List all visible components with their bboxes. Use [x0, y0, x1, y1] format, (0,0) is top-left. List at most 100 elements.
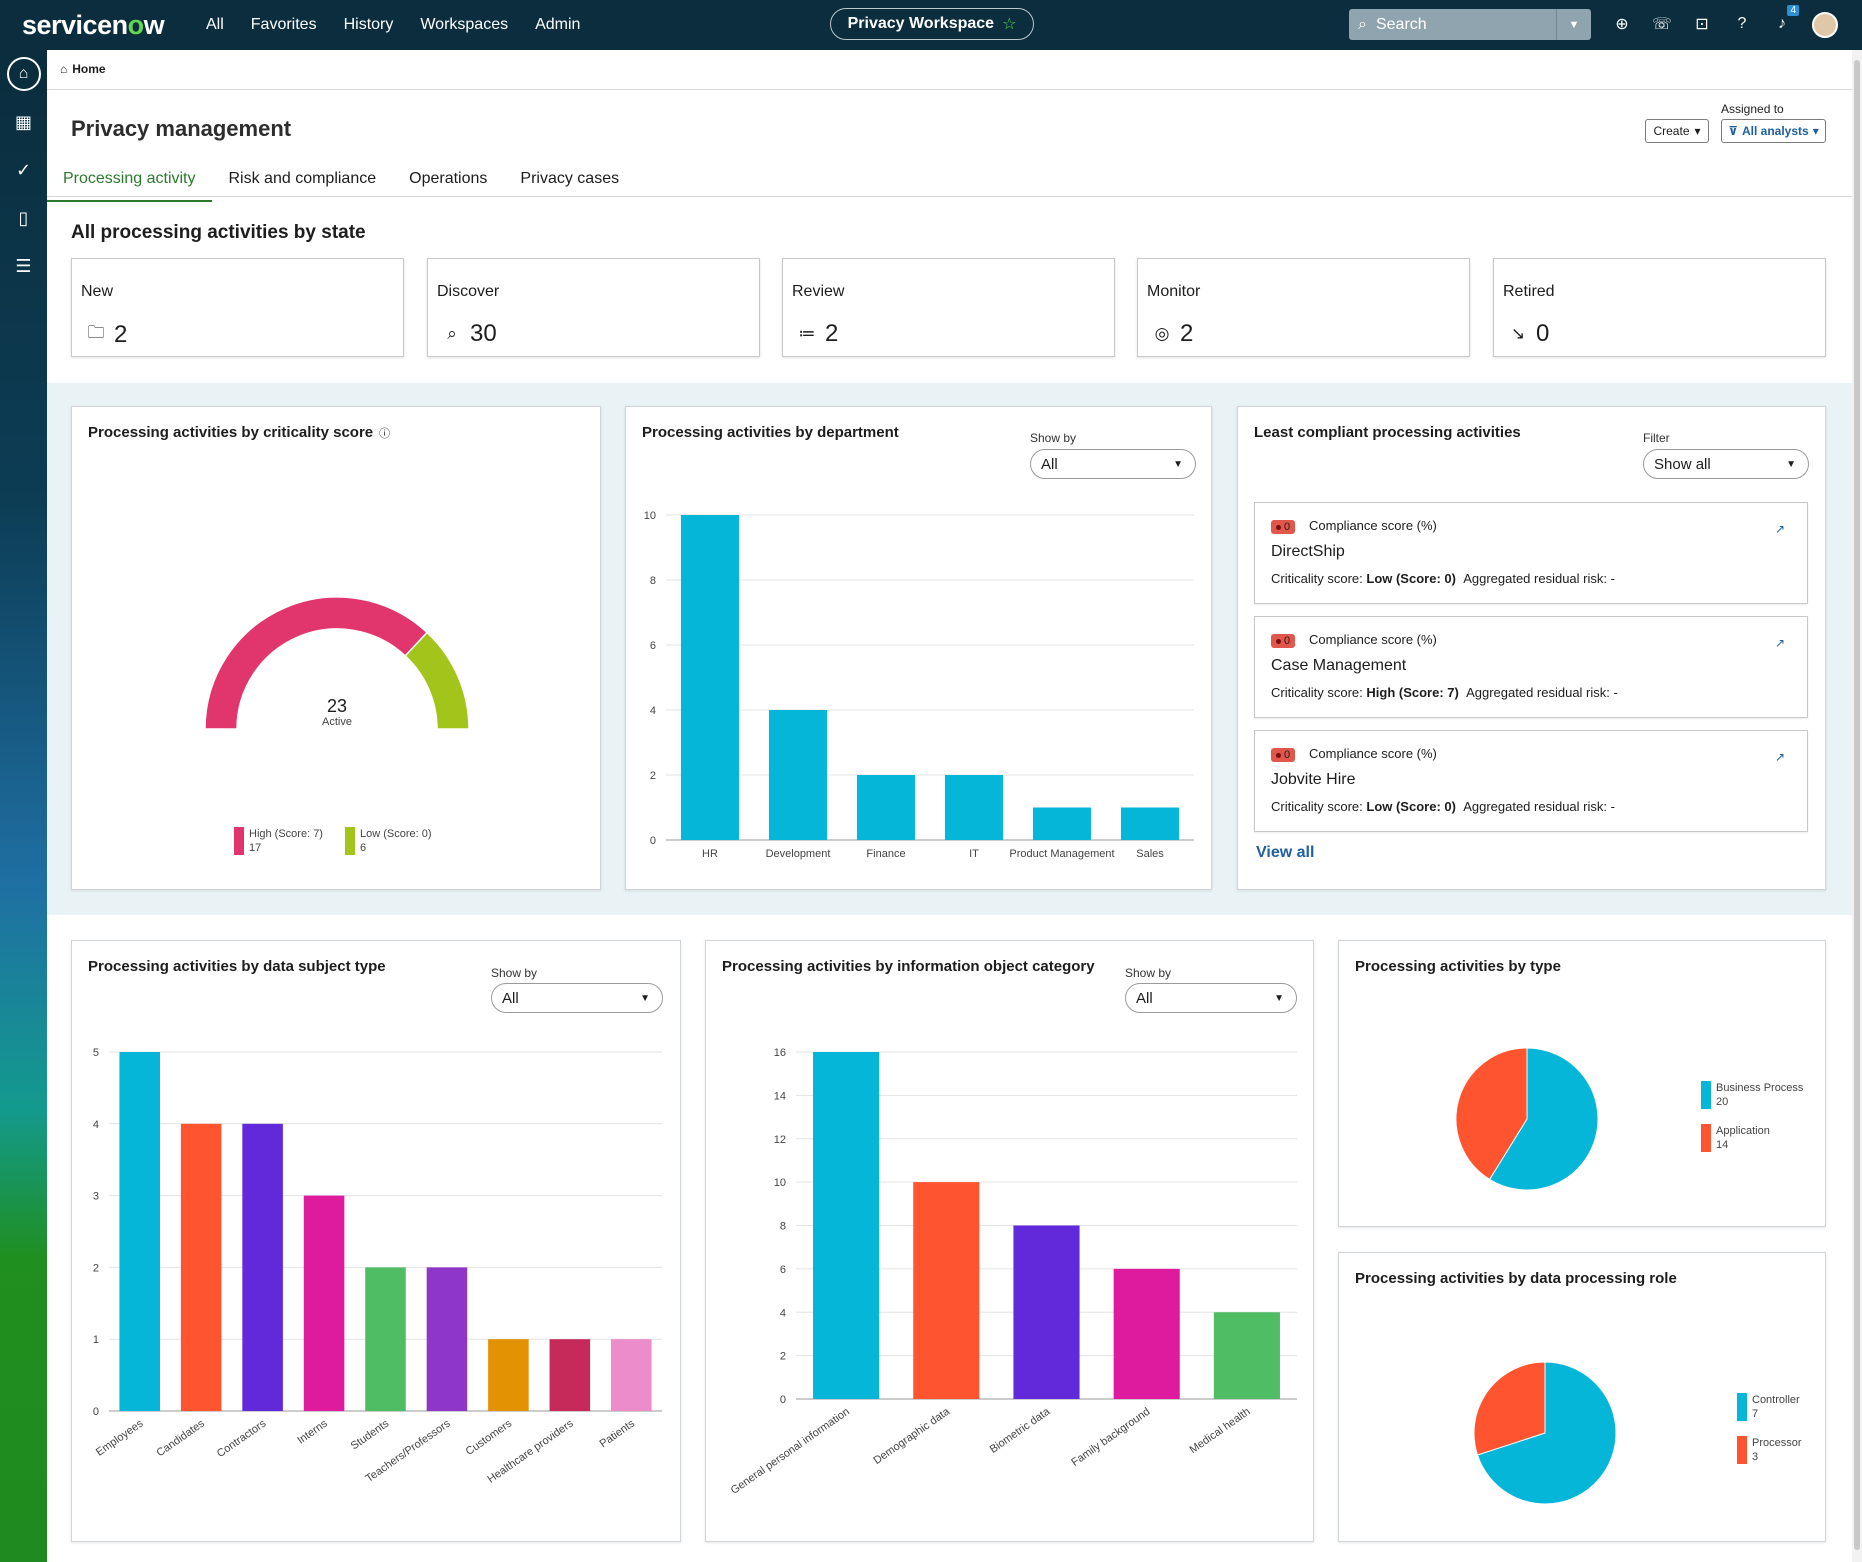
compliance-filter-dropdown[interactable]: Show all ▼ [1643, 449, 1809, 479]
infocat-bar-chart: 0 2 4 6 8 10 12 14 16 General personal informatio… [729, 1047, 1297, 1497]
legend-business-process[interactable]: Business Process 20 [1701, 1081, 1803, 1109]
bar: IT: 2 [944, 775, 1004, 840]
view-all-link[interactable]: View all [1256, 844, 1315, 861]
bar: Candidates: 4 [180, 1123, 222, 1411]
compliance-card[interactable]: 0 Compliance score (%) DirectShip Critic… [1254, 502, 1808, 604]
compliance-card[interactable]: 0 Compliance score (%) Case Management C… [1254, 616, 1808, 718]
y-tick-label: 12 [774, 1134, 786, 1146]
legend-processor[interactable]: Processor 3 [1737, 1436, 1802, 1464]
servicenow-logo[interactable]: servicenow [22, 9, 165, 40]
nav-admin[interactable]: Admin [535, 16, 581, 33]
inbox-icon[interactable]: ⊡ [1695, 16, 1709, 33]
x-tick-label: Candidates [154, 1417, 207, 1459]
globe-icon[interactable]: ⊕ [1615, 16, 1629, 33]
user-avatar[interactable] [1812, 12, 1838, 38]
nav-favorites[interactable]: Favorites [250, 16, 317, 33]
legend-label: Business Process [1716, 1082, 1804, 1094]
state-card-new[interactable]: New 🗀 2 [71, 258, 404, 357]
gauge-center-label: Active [322, 716, 352, 728]
legend-value: 20 [1716, 1096, 1729, 1108]
open-external-icon[interactable]: ↗ [1774, 522, 1785, 536]
score-badge: 0 [1271, 634, 1296, 648]
criticality-panel: Processing activities by criticality sco… [71, 406, 601, 890]
open-external-icon[interactable]: ↗ [1774, 750, 1785, 764]
legend-high[interactable]: High (Score: 7) 17 [234, 827, 323, 855]
legend-value: 14 [1716, 1139, 1729, 1151]
gauge-center-value: 23 [327, 696, 347, 716]
x-tick-label: Medical health [1188, 1406, 1253, 1457]
legend-controller[interactable]: Controller 7 [1737, 1393, 1800, 1421]
y-tick-label: 14 [774, 1090, 786, 1102]
state-card-review[interactable]: Review ≔ 2 [782, 258, 1115, 357]
star-icon[interactable]: ☆ [1002, 16, 1017, 33]
x-tick-label: Development [766, 848, 831, 860]
residual-label: Aggregated residual risk: - [1463, 799, 1615, 814]
breadcrumb[interactable]: ⌂ Home [60, 62, 106, 76]
clipboard-icon[interactable]: ▯ [18, 207, 29, 228]
info-icon[interactable]: ⓘ [379, 427, 391, 440]
type-panel: Processing activities by type Business P… [1338, 940, 1826, 1227]
check-circle-icon[interactable]: ✓ [15, 159, 32, 180]
subject-showby-dropdown[interactable]: All ▼ [491, 983, 663, 1013]
score-label: Compliance score (%) [1309, 518, 1437, 533]
bar: General personal information: 16 [813, 1052, 880, 1399]
bar: Healthcare providers: 1 [549, 1339, 591, 1411]
apps-grid-icon[interactable]: ▦ [14, 111, 32, 132]
x-tick-label: IT [969, 848, 979, 860]
bar: Customers: 1 [488, 1339, 529, 1411]
rail-home[interactable]: ⌂ [0, 50, 47, 98]
state-label: Discover [437, 283, 500, 300]
bell-icon[interactable]: ♪ 4 [1772, 5, 1799, 36]
department-showby-dropdown[interactable]: All ▼ [1030, 449, 1196, 479]
help-icon[interactable]: ? [1737, 15, 1747, 32]
chat-icon[interactable]: ☏ [1652, 16, 1673, 33]
compliance-card[interactable]: 0 Compliance score (%) Jobvite Hire Crit… [1254, 730, 1808, 832]
workspace-name: Privacy Workspace [847, 15, 995, 32]
list-icon[interactable]: ☰ [15, 255, 32, 276]
state-card-discover[interactable]: Discover ⌕ 30 [427, 258, 760, 357]
search-input[interactable]: ⌕ Search [1349, 9, 1557, 40]
infocat-showby-dropdown[interactable]: All ▼ [1125, 983, 1297, 1013]
search-document-icon: ⌕ [447, 324, 457, 343]
main-nav: All Favorites History Workspaces Admin [206, 16, 580, 34]
bar: Patients: 1 [611, 1339, 652, 1411]
legend-label: Controller [1752, 1394, 1800, 1406]
state-card-retired[interactable]: Retired ↘ 0 [1493, 258, 1826, 357]
legend-low[interactable]: Low (Score: 0) 6 [345, 827, 432, 855]
pie-slice: Application: 14 [1455, 1047, 1528, 1181]
chevron-down-icon: ▾ [1694, 124, 1701, 138]
state-label: New [81, 283, 114, 300]
score-label: Compliance score (%) [1309, 746, 1437, 761]
assigned-filter-button[interactable]: ⊽ All analysts ▾ [1721, 119, 1826, 143]
tab-operations[interactable]: Operations [409, 170, 488, 187]
bar: Finance: 2 [856, 775, 916, 840]
y-tick-label: 0 [780, 1394, 786, 1406]
search-scope-dropdown[interactable]: ▼ [1568, 18, 1580, 31]
legend-label: Processor [1752, 1437, 1802, 1449]
criticality-prefix: Criticality score: [1271, 685, 1363, 700]
nav-workspaces[interactable]: Workspaces [420, 16, 509, 33]
x-tick-label: Demographic data [872, 1405, 953, 1467]
bar: Medical health: 4 [1213, 1312, 1280, 1399]
nav-history[interactable]: History [343, 16, 394, 33]
x-tick-label: Employees [94, 1417, 146, 1458]
assigned-to-label: Assigned to [1721, 102, 1784, 116]
scrollbar-thumb[interactable] [1854, 60, 1860, 1550]
y-tick-label: 10 [774, 1177, 786, 1189]
legend-application[interactable]: Application 14 [1701, 1124, 1770, 1152]
workspace-pill[interactable]: Privacy Workspace ☆ [830, 8, 1034, 40]
panel-title: Processing activities by data subject ty… [88, 958, 386, 975]
dropdown-value: All [1041, 455, 1058, 473]
open-external-icon[interactable]: ↗ [1774, 636, 1785, 650]
bar: Sales: 1 [1120, 807, 1180, 840]
tab-processing-activity[interactable]: Processing activity [47, 168, 212, 202]
create-button[interactable]: Create ▾ [1645, 119, 1709, 143]
tab-privacy-cases[interactable]: Privacy cases [520, 170, 620, 187]
pie-slice: Controller: 7 [1476, 1361, 1617, 1505]
state-card-monitor[interactable]: Monitor ◎ 2 [1137, 258, 1470, 357]
legend-label: Low (Score: 0) [360, 828, 432, 840]
nav-all[interactable]: All [206, 16, 224, 33]
y-tick-label: 2 [650, 770, 656, 782]
tab-risk-compliance[interactable]: Risk and compliance [228, 170, 377, 187]
